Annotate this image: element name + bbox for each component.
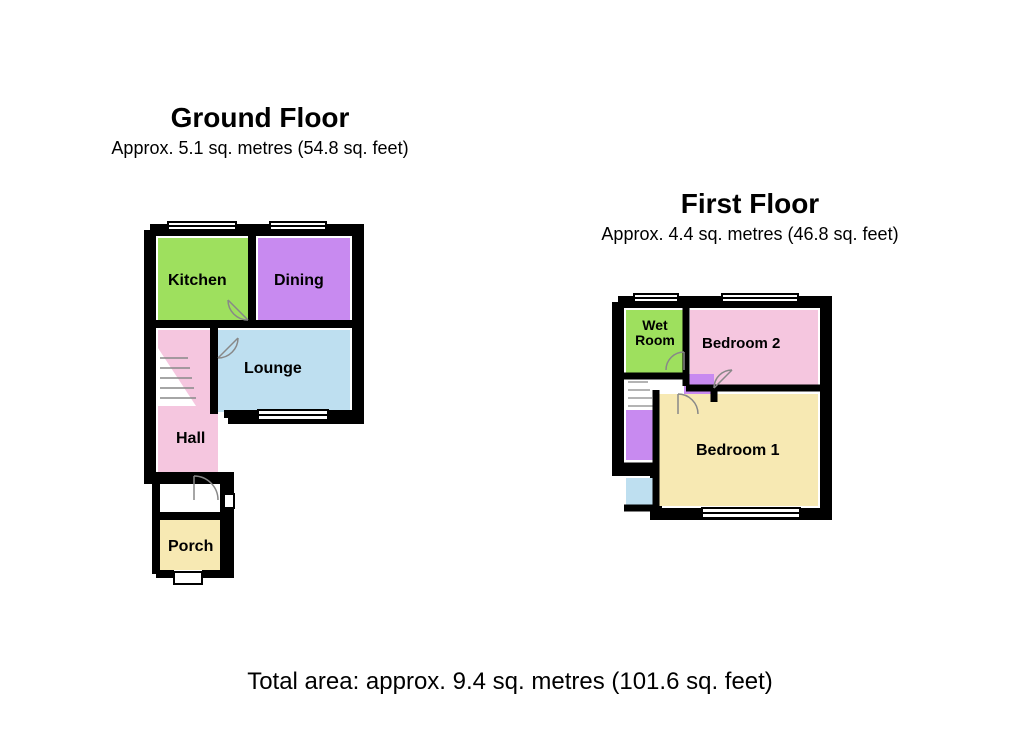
first-floor-title: First Floor — [560, 188, 940, 220]
label-bedroom2: Bedroom 2 — [702, 336, 780, 353]
label-kitchen: Kitchen — [168, 272, 227, 290]
label-dining: Dining — [274, 272, 324, 290]
ground-floor-subtitle: Approx. 5.1 sq. metres (54.8 sq. feet) — [80, 138, 440, 159]
landing-b — [626, 410, 654, 460]
small-blue — [626, 478, 654, 506]
first-floor-subtitle: Approx. 4.4 sq. metres (46.8 sq. feet) — [560, 224, 940, 245]
total-area-text: Total area: approx. 9.4 sq. metres (101.… — [0, 668, 1020, 696]
label-porch: Porch — [168, 538, 213, 556]
label-hall: Hall — [176, 430, 205, 448]
label-wetroom: Wet Room — [630, 318, 680, 349]
ground-floor-title: Ground Floor — [80, 102, 440, 134]
label-lounge: Lounge — [244, 360, 302, 378]
label-bedroom1: Bedroom 1 — [696, 442, 780, 460]
